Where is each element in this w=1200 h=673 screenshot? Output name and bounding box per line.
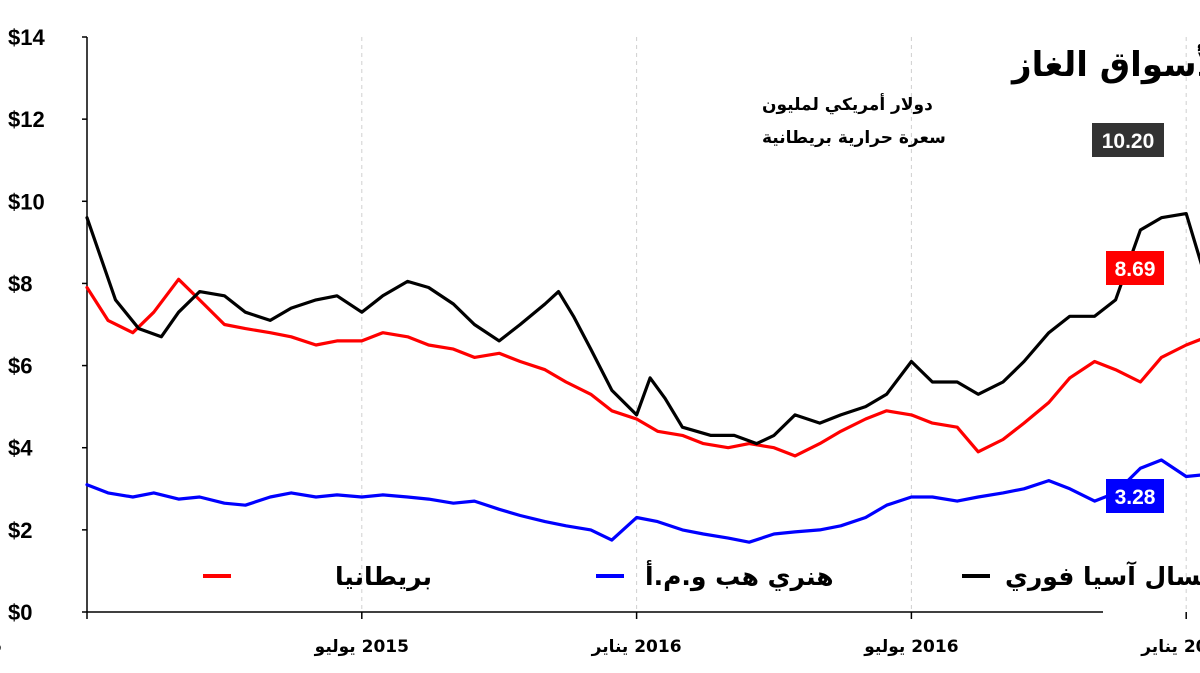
y-tick-label: $4 bbox=[8, 436, 33, 461]
y-tick-label: $10 bbox=[8, 189, 45, 214]
y-tick-label: $8 bbox=[8, 271, 32, 296]
end-label-henry-hub-text: 3.28 bbox=[1115, 486, 1156, 509]
y-tick-label: $0 bbox=[8, 600, 32, 625]
end-label-uk-text: 8.69 bbox=[1115, 258, 1156, 281]
legend-label-henry-hub: هنري هب و.م.أ bbox=[645, 560, 834, 592]
x-tick-label: 2016 يناير bbox=[591, 637, 682, 657]
grid-lines bbox=[361, 37, 1187, 612]
y-axis: $0 $2 $4 $6 $8 $10 $12 $14 bbox=[8, 25, 88, 625]
chart-title-group: الأسعار المرجعية العالمية لأسواق الغاز د… bbox=[762, 43, 1200, 148]
y-tick-label: $6 bbox=[8, 354, 32, 379]
line-henry-hub bbox=[85, 458, 1200, 544]
end-label-uk: 8.69 bbox=[1106, 251, 1164, 285]
x-tick-label: 2015 يوليو bbox=[314, 637, 409, 657]
legend: غاز مسال آسيا فوري هنري هب و.م.أ بريطاني… bbox=[203, 560, 1200, 592]
chart-subtitle-line-2: سعرة حرارية بريطانية bbox=[762, 128, 946, 148]
legend-label-lng-asia: غاز مسال آسيا فوري bbox=[1005, 561, 1200, 592]
legend-item-uk: بريطانيا bbox=[203, 562, 432, 592]
chart-title: الأسعار المرجعية العالمية لأسواق الغاز bbox=[1010, 43, 1200, 85]
line-uk bbox=[85, 277, 1200, 458]
end-label-lng-asia: 10.20 bbox=[1092, 123, 1164, 157]
legend-item-lng-asia: غاز مسال آسيا فوري bbox=[962, 561, 1200, 592]
series-lines bbox=[85, 212, 1200, 544]
end-label-uk-box bbox=[1106, 251, 1164, 285]
end-label-lng-asia-text: 10.20 bbox=[1102, 130, 1155, 153]
end-label-henry-hub-box bbox=[1106, 479, 1164, 513]
x-tick-label: 2015 يناير bbox=[0, 637, 2, 657]
y-tick-label: $12 bbox=[8, 107, 45, 132]
x-tick-label: 2016 يوليو bbox=[863, 637, 958, 657]
y-tick-label: $14 bbox=[8, 25, 45, 50]
end-label-henry-hub: 3.28 bbox=[1106, 479, 1164, 513]
x-tick-label: 2017 يناير bbox=[1140, 637, 1200, 657]
y-tick-label: $2 bbox=[8, 518, 32, 543]
x-axis: 2015 يناير 2015 يوليو 2016 يناير 2016 يوليو… bbox=[0, 611, 1200, 657]
legend-item-henry-hub: هنري هب و.م.أ bbox=[596, 560, 834, 592]
legend-label-uk: بريطانيا bbox=[335, 562, 432, 592]
line-lng-asia-spot bbox=[85, 212, 1200, 446]
end-label-lng-asia-box bbox=[1092, 123, 1164, 157]
chart-subtitle-line-1: دولار أمريكي لمليون bbox=[762, 93, 933, 115]
